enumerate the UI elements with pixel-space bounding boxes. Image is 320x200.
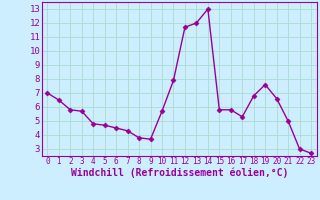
X-axis label: Windchill (Refroidissement éolien,°C): Windchill (Refroidissement éolien,°C) [70,168,288,178]
